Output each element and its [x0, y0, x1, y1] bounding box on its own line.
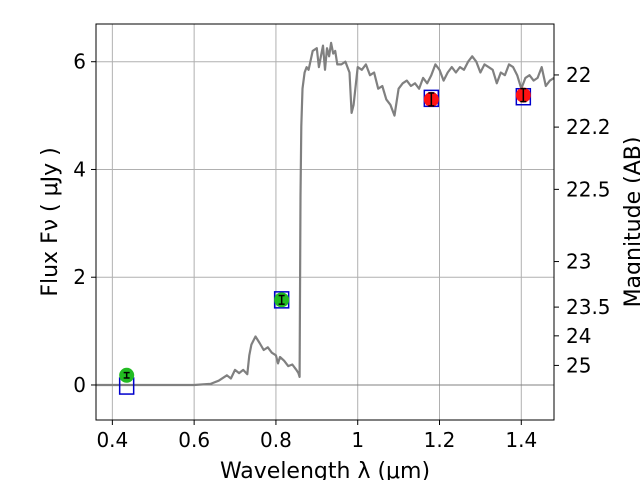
y-axis-label: Flux Fν ( μJy ) — [38, 147, 63, 296]
sed-model-series — [96, 41, 555, 387]
y-axis-right: 22 22.2 22.5 23 23.5 24 25 — [554, 63, 611, 377]
right-tick-label: 23.5 — [566, 295, 611, 319]
error-bar — [428, 92, 435, 107]
error-bar — [278, 294, 285, 305]
sed-model-line — [96, 41, 555, 387]
y-axis-left: 0 2 4 6 — [73, 50, 96, 397]
x-tick-label: 1 — [351, 428, 364, 452]
y-tick-label: 2 — [73, 265, 86, 289]
right-tick-label: 22.5 — [566, 177, 611, 201]
right-tick-label: 22.2 — [566, 115, 611, 139]
x-tick-label: 1.2 — [424, 428, 456, 452]
right-axis-label: Magnitude (AB) — [621, 137, 640, 308]
right-tick-label: 23 — [566, 250, 591, 274]
right-tick-label: 22 — [566, 63, 591, 87]
x-axis-label: Wavelength λ (μm) — [220, 459, 430, 480]
x-axis: 0.4 0.6 0.8 1 1.2 1.4 — [96, 420, 537, 452]
right-tick-label: 25 — [566, 353, 591, 377]
x-tick-label: 0.4 — [96, 428, 128, 452]
y-tick-label: 0 — [73, 373, 86, 397]
grid — [96, 24, 554, 420]
plot-frame — [95, 23, 555, 421]
x-tick-label: 0.6 — [178, 428, 210, 452]
error-bar — [123, 371, 130, 379]
right-tick-label: 24 — [566, 324, 591, 348]
x-tick-label: 1.4 — [505, 428, 537, 452]
y-tick-label: 6 — [73, 50, 86, 74]
photometry-markers — [118, 87, 532, 395]
y-tick-label: 4 — [73, 157, 86, 181]
error-bar — [520, 87, 527, 103]
x-tick-label: 0.8 — [260, 428, 292, 452]
